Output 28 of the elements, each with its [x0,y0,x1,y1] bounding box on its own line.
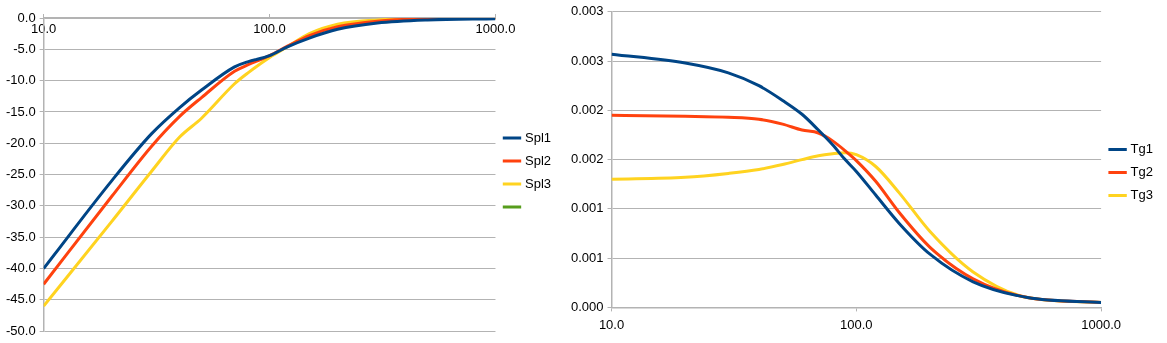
y-tick-label: -15.0 [5,103,36,119]
legend-label: Tg3 [1130,187,1154,203]
x-tick-label: 100.0 [253,21,286,37]
legend-label: Spl2 [524,152,552,168]
y-tick-label: -5.0 [13,40,36,56]
y-tick-label: -20.0 [5,134,36,150]
y-tick-label: -30.0 [5,197,36,213]
y-tick-label: 0.001 [570,200,604,216]
y-tick-label: 0.002 [570,151,604,167]
legend-label: Tg1 [1130,141,1154,157]
y-tick-label: -10.0 [5,72,36,88]
y-tick-label: 0.000 [570,298,604,314]
x-tick-label: 10.0 [598,316,625,332]
legend-label: Spl3 [524,175,552,191]
legend-label: Tg2 [1130,164,1154,180]
y-tick-label: 0.003 [570,3,604,19]
x-tick-label: 1000.0 [1081,316,1121,332]
y-tick-label: -45.0 [5,291,36,307]
y-tick-label: -40.0 [5,260,36,276]
y-tick-label: 0.001 [570,249,604,265]
y-tick-label: 0.002 [570,101,604,117]
x-tick-label: 1000.0 [475,21,516,37]
y-tick-label: -35.0 [5,228,36,244]
legend-label: Spl1 [524,129,552,145]
y-tick-label: -25.0 [5,166,36,182]
x-tick-label: 100.0 [840,316,873,332]
y-tick-label: 0.003 [570,52,604,68]
y-tick-label: -50.0 [5,322,36,338]
